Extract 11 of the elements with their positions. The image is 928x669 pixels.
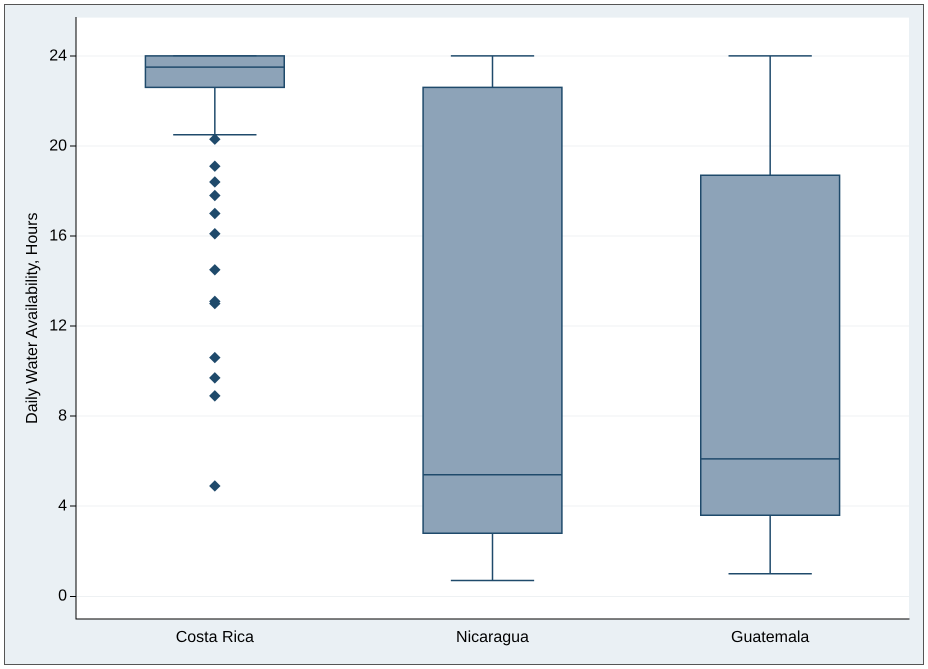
x-tick-label: Guatemala bbox=[731, 628, 810, 646]
y-tick-label: 24 bbox=[49, 47, 68, 64]
y-tick-label: 12 bbox=[49, 317, 68, 334]
y-tick-label: 8 bbox=[58, 408, 68, 425]
y-tick-label: 20 bbox=[49, 137, 68, 154]
y-axis-title: Daily Water Availability, Hours bbox=[24, 212, 42, 424]
y-tick-label: 16 bbox=[49, 227, 68, 244]
y-tick-label: 4 bbox=[58, 498, 68, 515]
y-tick-label: 0 bbox=[58, 588, 68, 605]
x-tick-label: Nicaragua bbox=[456, 628, 530, 646]
x-tick-label: Costa Rica bbox=[176, 628, 254, 646]
